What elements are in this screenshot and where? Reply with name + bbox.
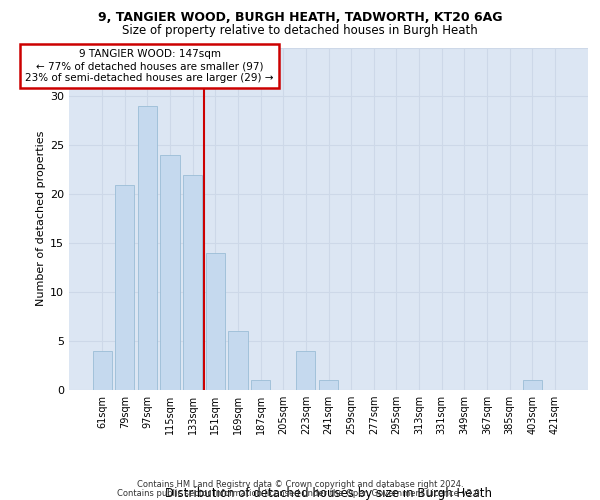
Text: Contains HM Land Registry data © Crown copyright and database right 2024.: Contains HM Land Registry data © Crown c… (137, 480, 463, 489)
Y-axis label: Number of detached properties: Number of detached properties (36, 131, 46, 306)
Text: 9 TANGIER WOOD: 147sqm
← 77% of detached houses are smaller (97)
23% of semi-det: 9 TANGIER WOOD: 147sqm ← 77% of detached… (25, 50, 274, 82)
Bar (115, 184, 134, 390)
X-axis label: Distribution of detached houses by size in Burgh Heath: Distribution of detached houses by size … (165, 487, 492, 500)
Bar (160, 155, 180, 390)
Bar (251, 380, 270, 390)
Bar (296, 351, 316, 390)
Text: 9, TANGIER WOOD, BURGH HEATH, TADWORTH, KT20 6AG: 9, TANGIER WOOD, BURGH HEATH, TADWORTH, … (98, 11, 502, 24)
Bar (229, 332, 248, 390)
Text: Contains public sector information licensed under the Open Government Licence v3: Contains public sector information licen… (118, 489, 482, 498)
Bar (319, 380, 338, 390)
Bar (523, 380, 542, 390)
Bar (92, 351, 112, 390)
Bar (138, 106, 157, 390)
Text: Size of property relative to detached houses in Burgh Heath: Size of property relative to detached ho… (122, 24, 478, 37)
Bar (206, 253, 225, 390)
Bar (183, 174, 202, 390)
